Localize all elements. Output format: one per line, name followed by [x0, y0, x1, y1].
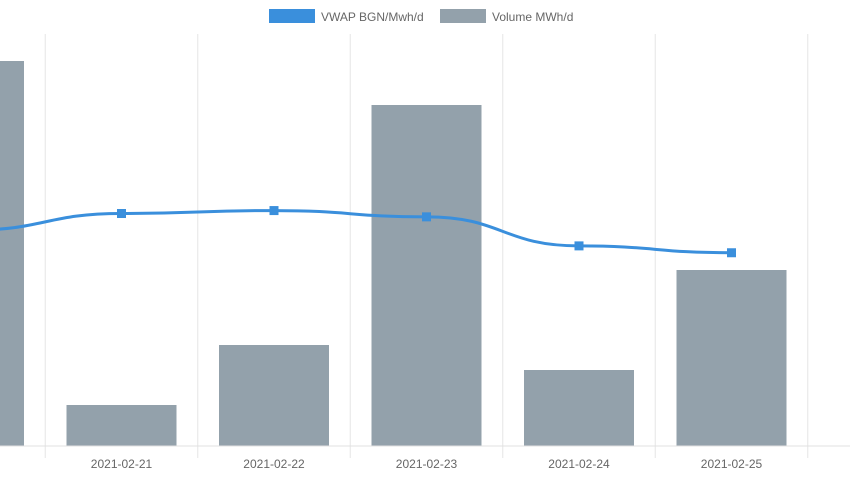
vwap-point[interactable]: [269, 206, 279, 216]
vwap-point[interactable]: [574, 241, 584, 251]
x-tick-label: 2021-02-21: [91, 457, 153, 471]
legend-swatch-volume: [440, 9, 486, 23]
vwap-point[interactable]: [422, 212, 431, 222]
vwap-point[interactable]: [727, 248, 736, 258]
legend-item-volume[interactable]: Volume MWh/d: [440, 9, 573, 24]
grid-lines: [44, 34, 809, 458]
volume-bar[interactable]: [0, 61, 24, 446]
legend-label-volume: Volume MWh/d: [492, 10, 573, 24]
legend-swatch-vwap: [269, 9, 315, 23]
volume-bar[interactable]: [66, 405, 177, 446]
vwap-line: [0, 206, 736, 258]
x-tick-label: 2021-02-25: [701, 457, 763, 471]
x-axis: 2021-02-202021-02-212021-02-222021-02-23…: [0, 445, 850, 471]
legend: VWAP BGN/Mwh/d Volume MWh/d: [269, 9, 573, 24]
volume-bar[interactable]: [524, 370, 634, 446]
volume-bar[interactable]: [371, 105, 482, 446]
volume-bar[interactable]: [676, 270, 787, 446]
x-tick-label: 2021-02-23: [396, 457, 458, 471]
vwap-line-path: [0, 209, 732, 255]
legend-label-vwap: VWAP BGN/Mwh/d: [321, 10, 424, 24]
volume-bar[interactable]: [219, 345, 329, 446]
legend-item-vwap[interactable]: VWAP BGN/Mwh/d: [269, 9, 424, 24]
x-tick-label: 2021-02-22: [243, 457, 305, 471]
volume-bars: [0, 61, 787, 446]
vwap-point[interactable]: [117, 209, 126, 219]
x-tick-label: 2021-02-24: [548, 457, 610, 471]
